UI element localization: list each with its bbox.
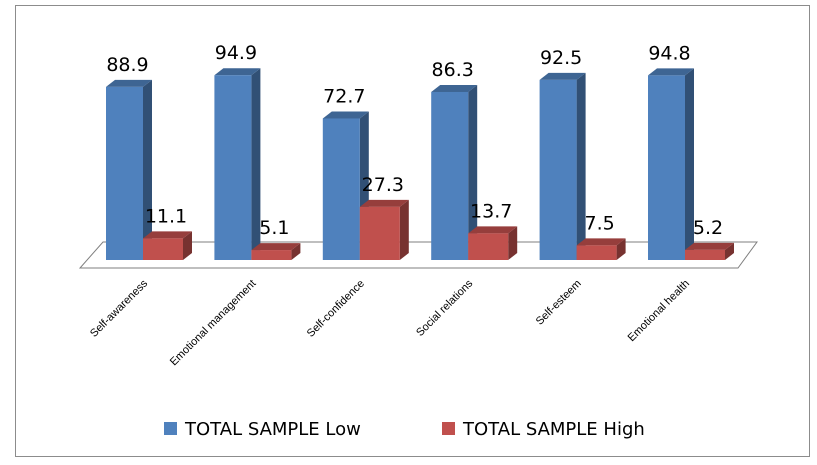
category-label-self-confidence: Self-confidence [305,278,367,340]
bar-low-self-esteem [539,72,586,260]
legend-label-low: TOTAL SAMPLE Low [184,419,361,440]
value-label-low-emotional-management: 94.9 [215,42,257,64]
category-label-self-awareness: Self-awareness [88,277,150,339]
value-label-high-self-awareness: 11.1 [145,205,187,227]
category-label-self-esteem: Self-esteem [534,278,584,328]
bar-low-social-relations [431,84,478,260]
legend-swatch-high [442,422,455,435]
value-label-high-self-esteem: 7.5 [584,212,614,234]
bar-low-self-awareness [106,79,152,260]
bar-high-self-awareness [143,231,192,260]
legend-label-high: TOTAL SAMPLE High [462,419,645,440]
bars-group [106,68,734,261]
legend-swatch-low [164,422,177,435]
value-label-low-self-esteem: 92.5 [540,47,582,69]
bar-high-emotional-health [685,242,734,260]
value-label-high-emotional-health: 5.2 [693,217,723,239]
value-label-low-self-confidence: 72.7 [323,85,365,107]
category-label-emotional-health: Emotional health [626,278,692,344]
value-label-high-emotional-management: 5.1 [259,217,289,239]
bar-low-emotional-management [214,68,261,260]
bar-low-emotional-health [648,68,694,260]
bar-high-social-relations [468,226,518,260]
bar-high-self-esteem [576,238,626,260]
value-label-high-social-relations: 13.7 [470,200,512,222]
value-label-low-emotional-health: 94.8 [648,42,690,64]
bar-high-self-confidence [359,199,409,260]
value-labels-group: 88.9 11.1 94.9 5.1 72.7 27.3 86.3 13.7 92.5 7.5 94… [106,42,723,239]
bar-high-emotional-management [251,243,301,260]
category-label-emotional-management: Emotional management [168,278,259,369]
category-labels-group: Self-awareness Emotional management Self-c… [88,277,692,368]
value-label-low-social-relations: 86.3 [432,59,474,81]
category-label-social-relations: Social relations [414,277,476,339]
value-label-low-self-awareness: 88.9 [106,54,148,76]
value-label-high-self-confidence: 27.3 [362,174,404,196]
bar-low-self-confidence [322,111,369,261]
legend: TOTAL SAMPLE Low TOTAL SAMPLE High [164,419,645,440]
